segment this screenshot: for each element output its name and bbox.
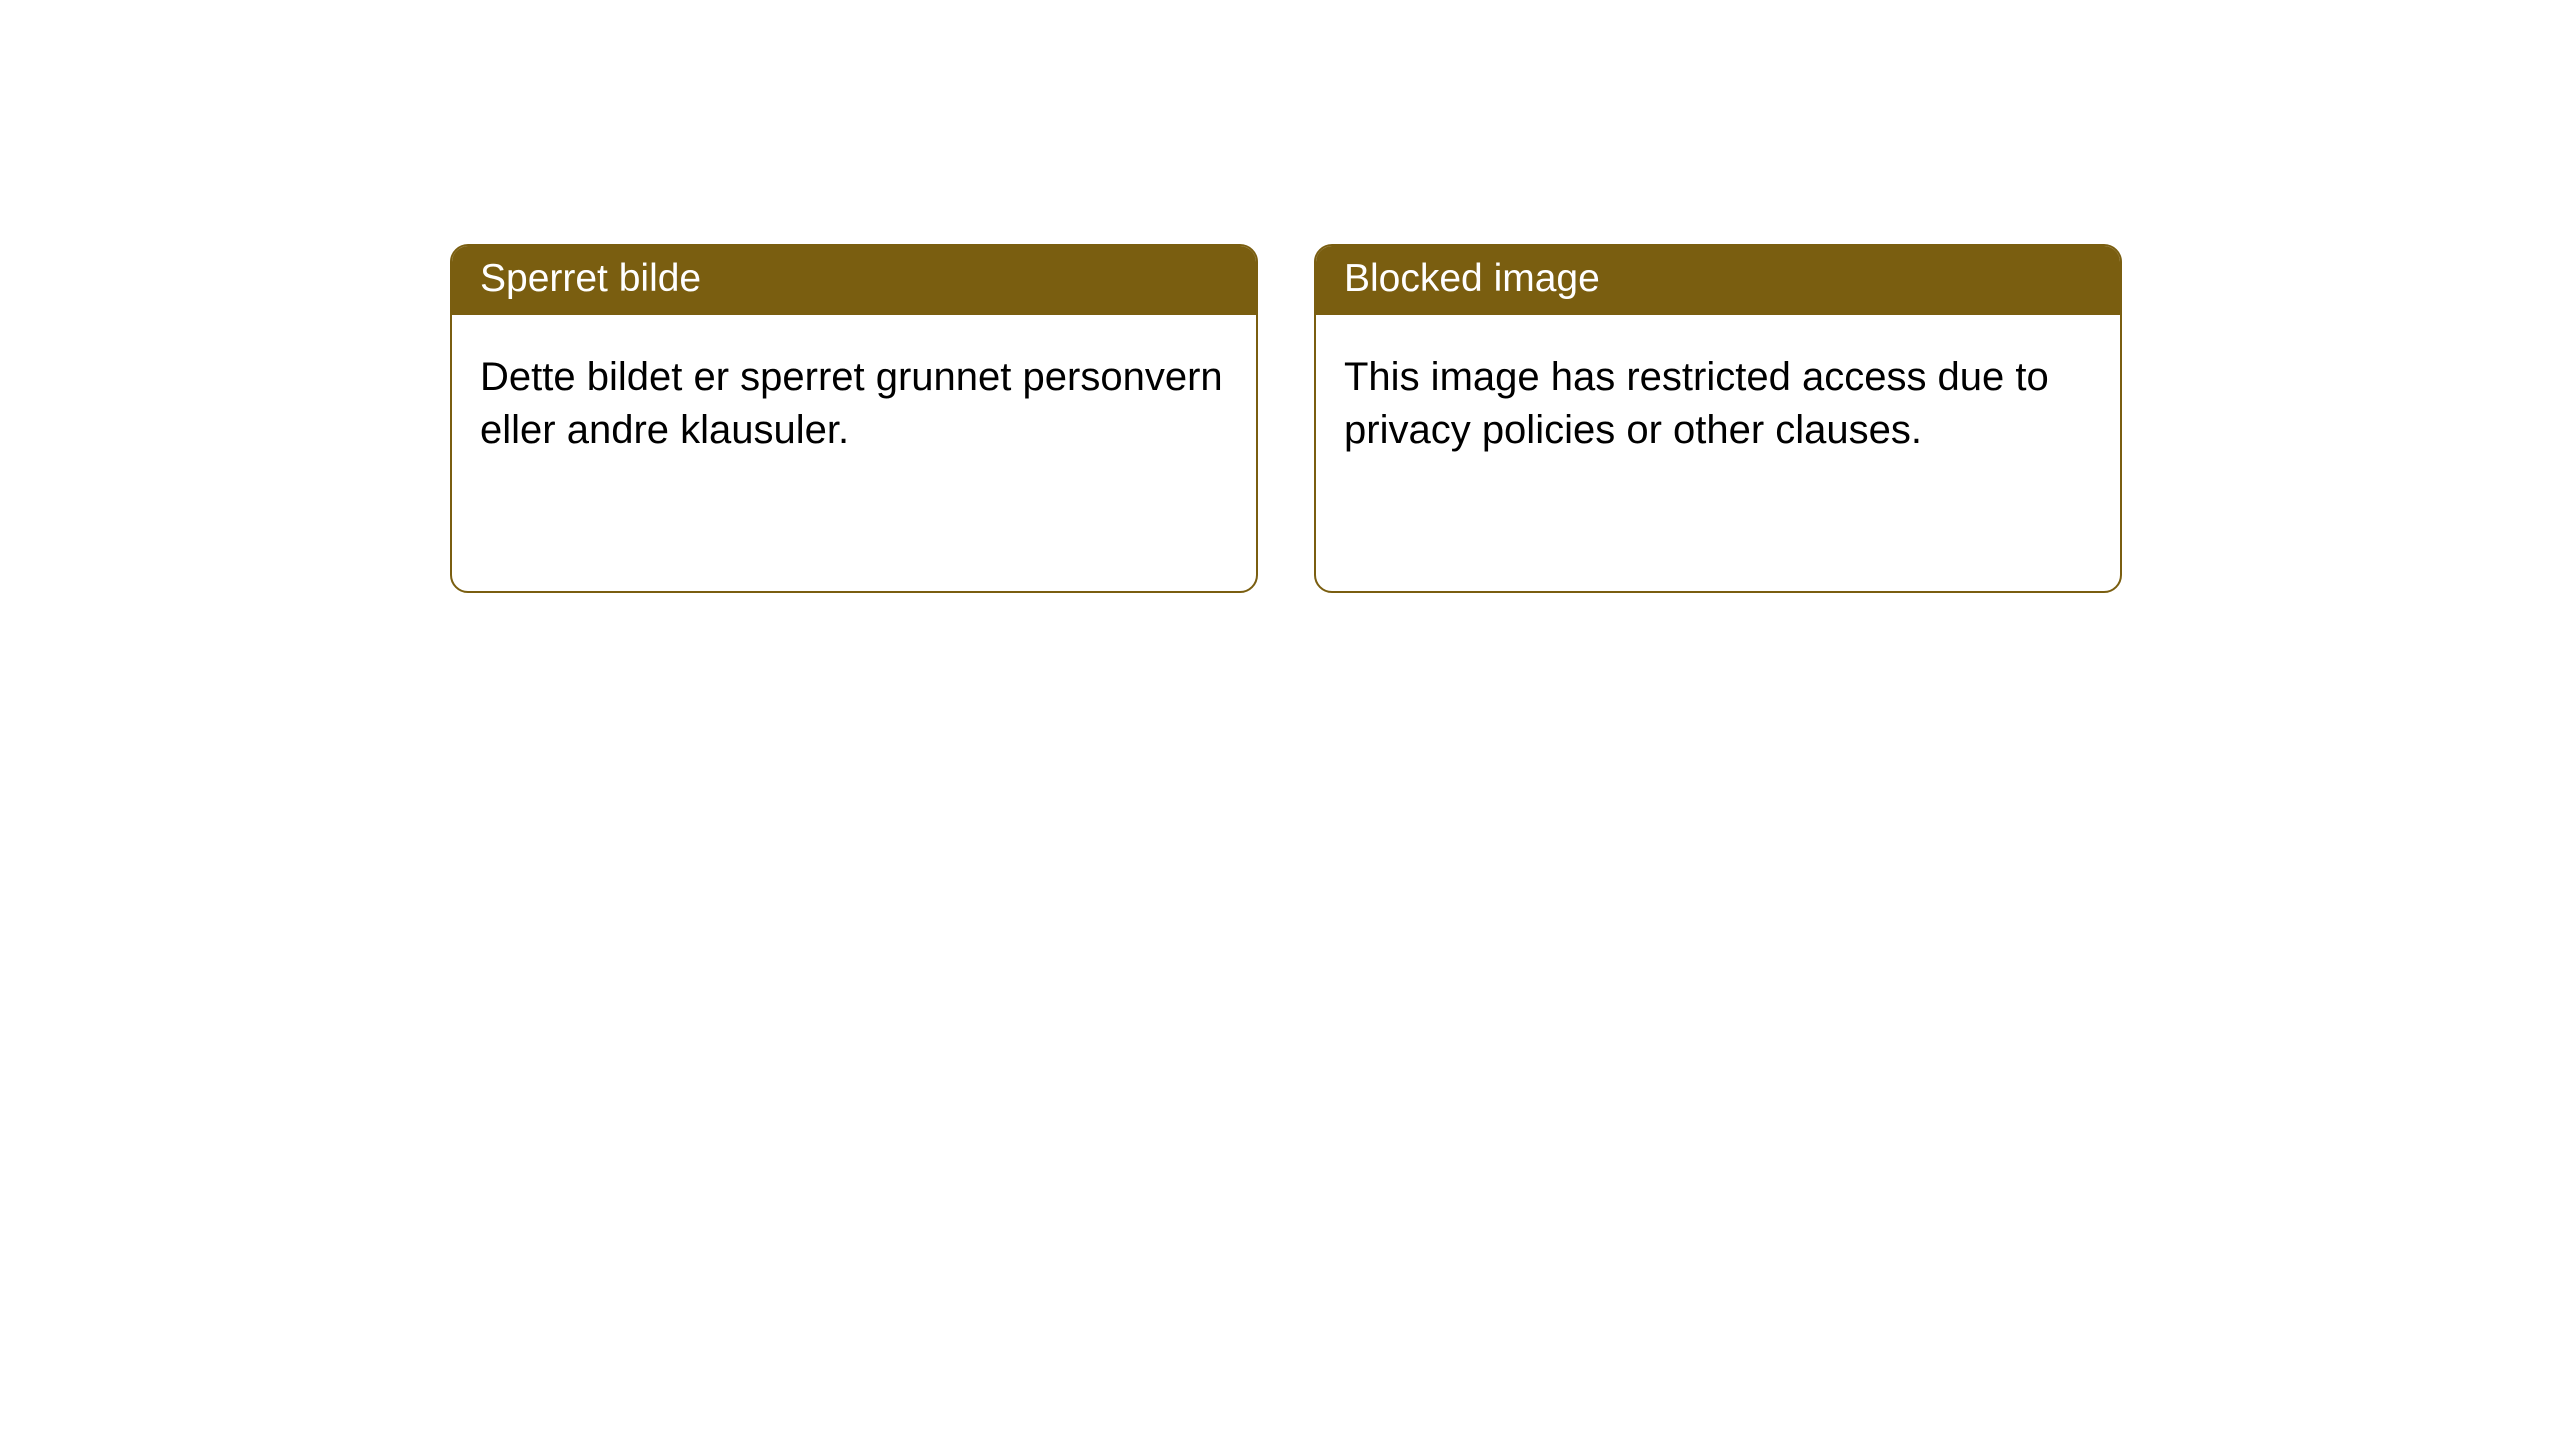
- notice-card-english: Blocked image This image has restricted …: [1314, 244, 2122, 593]
- notice-body: Dette bildet er sperret grunnet personve…: [452, 315, 1256, 591]
- notice-cards-container: Sperret bilde Dette bildet er sperret gr…: [450, 244, 2122, 593]
- notice-title: Blocked image: [1316, 246, 2120, 315]
- notice-title: Sperret bilde: [452, 246, 1256, 315]
- notice-card-norwegian: Sperret bilde Dette bildet er sperret gr…: [450, 244, 1258, 593]
- notice-body: This image has restricted access due to …: [1316, 315, 2120, 591]
